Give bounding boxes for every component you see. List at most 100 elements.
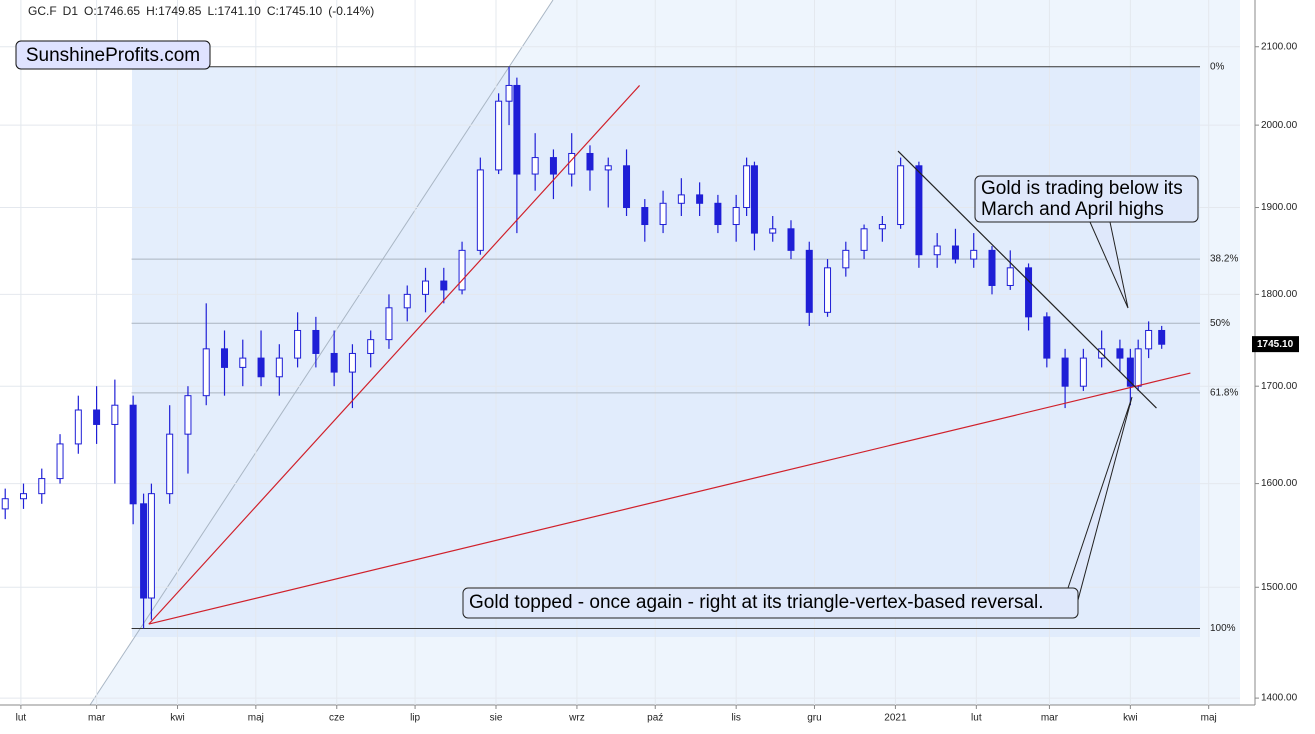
y-tick-label: 2100.00 <box>1261 41 1298 52</box>
fib-label: 61.8% <box>1210 387 1238 398</box>
y-tick-label: 1600.00 <box>1261 478 1298 489</box>
candle-body <box>933 245 941 256</box>
candle-body <box>239 357 247 368</box>
candle-body <box>860 228 868 251</box>
candle-body <box>1 498 9 510</box>
x-tick-label: sie <box>490 713 503 724</box>
callout-text: Gold topped - once again - right at its … <box>469 592 1044 613</box>
header-item: C:1745.10 <box>267 4 323 18</box>
x-tick-label: wrz <box>568 713 585 724</box>
candle-body <box>1134 348 1142 387</box>
header-item: H:1749.85 <box>146 4 202 18</box>
x-tick-label: maj <box>1201 713 1217 724</box>
candle-body <box>805 249 813 313</box>
trendline <box>897 150 1157 409</box>
y-tick-label: 1800.00 <box>1261 289 1298 300</box>
candle-body <box>568 152 576 175</box>
trendline <box>148 372 1191 625</box>
candle-body <box>56 443 64 480</box>
candle-body <box>1043 316 1051 359</box>
brand: SunshineProfits.com <box>26 45 200 66</box>
x-tick-label: mar <box>1041 713 1059 724</box>
candle-body <box>184 395 192 435</box>
last-price-box <box>1252 336 1299 353</box>
candle-body <box>140 503 148 599</box>
candle-body <box>385 307 393 341</box>
candle-body <box>403 293 411 309</box>
candle-body <box>422 280 430 295</box>
candle-body <box>696 194 704 204</box>
candle-body <box>549 157 557 175</box>
candle-body <box>221 348 229 368</box>
candle-body <box>294 329 302 359</box>
candle-body <box>1025 267 1033 318</box>
candle-body <box>348 352 356 373</box>
x-tick-label: lut <box>971 713 982 724</box>
callout-box <box>974 175 1199 223</box>
candle-body <box>1061 357 1069 387</box>
candle-body <box>147 493 155 599</box>
callout-text: March and April highs <box>981 199 1164 220</box>
x-tick-label: kwi <box>170 713 184 724</box>
x-tick-label: mar <box>88 713 106 724</box>
candle-body <box>367 339 375 354</box>
candle-body <box>166 433 174 495</box>
candle-body <box>586 152 594 171</box>
candle-body <box>1116 348 1124 359</box>
candle-body <box>732 207 740 226</box>
header-item: L:1741.10 <box>207 4 261 18</box>
candle-body <box>897 165 905 226</box>
header-item: GC.F <box>28 4 57 18</box>
candle-body <box>604 165 612 171</box>
x-tick-label: maj <box>248 713 264 724</box>
candle-body <box>915 165 923 256</box>
header: GC.F D1 O:1746.65 H:1749.85 L:1741.10 C:1745.… <box>28 4 374 18</box>
x-tick-label: cze <box>329 713 345 724</box>
candle-body <box>129 404 137 505</box>
candle-body <box>505 84 513 102</box>
candle-body <box>531 157 539 175</box>
y-tick-label: 1900.00 <box>1261 202 1298 213</box>
x-tick-label: 2021 <box>884 713 907 724</box>
candle-body <box>202 348 210 397</box>
candle-body <box>824 267 832 313</box>
y-tick-label: 2000.00 <box>1261 120 1298 131</box>
candle-body <box>1079 357 1087 387</box>
x-tick-label: lut <box>16 713 27 724</box>
candle-body <box>951 245 959 260</box>
candle-body <box>513 84 521 175</box>
header-item: (-0.14%) <box>328 4 374 18</box>
candle-body <box>641 207 649 226</box>
candle-body <box>750 165 758 234</box>
candle-body <box>623 165 631 209</box>
candle-body <box>74 409 82 445</box>
x-tick-label: paź <box>647 713 663 724</box>
candle-body <box>495 100 503 171</box>
x-tick-label: lip <box>410 713 420 724</box>
candle-body <box>787 228 795 251</box>
header-item: O:1746.65 <box>84 4 140 18</box>
candle-body <box>1006 267 1014 286</box>
x-tick-label: kwi <box>1123 713 1137 724</box>
callout-text: Gold is trading below its <box>981 178 1183 199</box>
trendline <box>148 85 641 625</box>
y-tick-label: 1500.00 <box>1261 582 1298 593</box>
candle-body <box>257 357 265 378</box>
candle-body <box>659 202 667 226</box>
candle-body <box>677 194 685 204</box>
last-price-label: 1745.10 <box>1257 339 1294 350</box>
y-tick-label: 1700.00 <box>1261 381 1298 392</box>
x-tick-label: lis <box>731 713 740 724</box>
candle-body <box>275 357 283 378</box>
fib-label: 38.2% <box>1210 254 1238 265</box>
candle-body <box>1126 357 1134 387</box>
candle-body <box>19 493 27 500</box>
candle-body <box>1158 329 1166 345</box>
candle-body <box>714 202 722 226</box>
fib-label: 100% <box>1210 623 1236 634</box>
candle-body <box>38 478 46 495</box>
fib-label: 50% <box>1210 318 1230 329</box>
candle-body <box>769 228 777 234</box>
candle-body <box>111 404 119 425</box>
